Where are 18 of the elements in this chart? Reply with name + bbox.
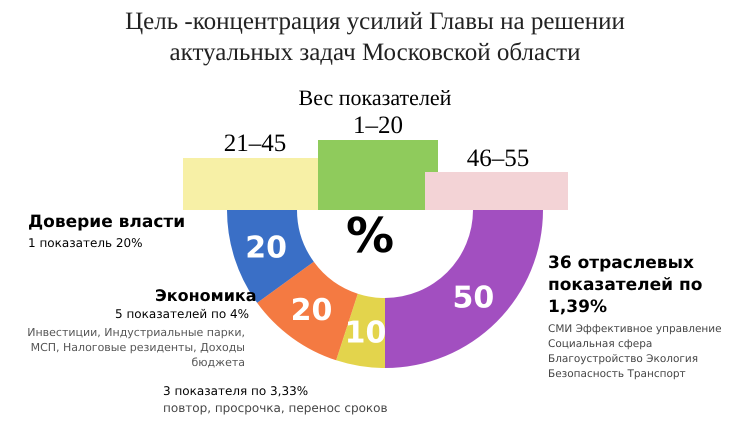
text: Инвестиции, Индустриальные парки, МСП, Налоговые резиденты, Доходы бюджета	[26, 325, 245, 370]
data-label: 50	[452, 280, 494, 316]
text: 1–20	[352, 112, 404, 140]
text: 3 показателя по 3,33%	[163, 384, 308, 398]
text: 21–45	[222, 130, 288, 158]
text: 46–55	[466, 145, 530, 173]
text: СМИ Эффективное управление Социальная сфера Благоустройство Экология Безопасность Транспорт	[548, 322, 723, 382]
data-label: 20	[245, 230, 287, 266]
text: повтор, просрочка, перенос сроков	[163, 401, 388, 415]
slice-label: 36 отраслевых показателей по 1,39%	[548, 252, 704, 318]
chart-title: Цель -концентрация усилий Главы на решении актуальных задач Московской области	[124, 7, 626, 68]
text: %	[344, 208, 396, 264]
text: 5 показателей по 4%	[115, 307, 250, 321]
text: Вес показателей	[298, 85, 452, 111]
data-label: 20	[290, 293, 332, 328]
text: 1 показатель 20%	[28, 236, 143, 250]
slice-label: Доверие власти	[28, 212, 186, 232]
data-label: 10	[344, 315, 386, 350]
